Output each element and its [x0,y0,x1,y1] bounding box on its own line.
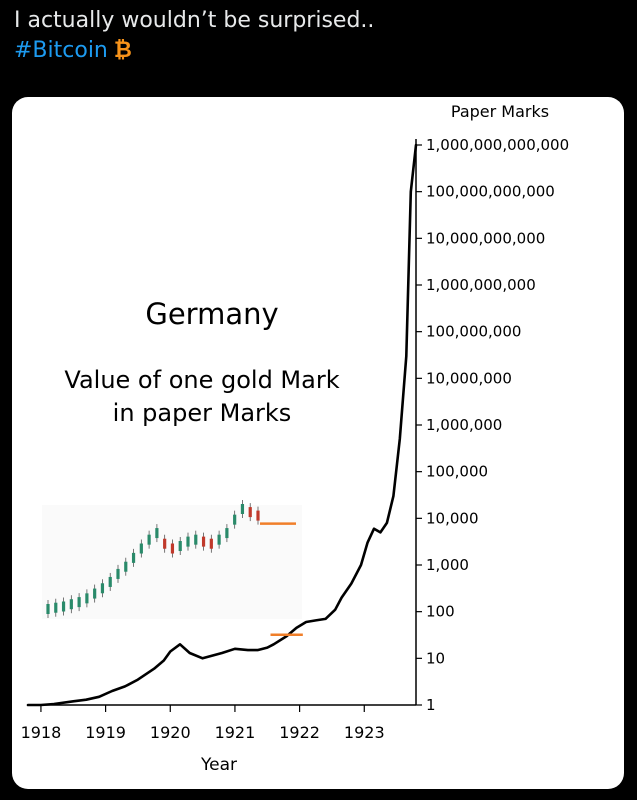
inset-candle [217,534,221,545]
inset-candle [233,514,237,525]
tweet-text: I actually wouldn’t be surprised.. #Bitc… [14,6,374,66]
inset-candle [240,504,245,514]
y-tick-label: 100,000,000 [426,323,521,341]
inset-candle [131,552,136,563]
inset-candle [124,561,128,572]
x-tick-label: 1920 [150,723,191,742]
hashtag-link[interactable]: #Bitcoin [14,38,108,63]
chart-title: Germany [145,297,278,331]
chart-subtitle: Value of one gold Mark in paper Marks [64,366,339,427]
inset-background [42,505,302,619]
y-axis-label: Paper Marks [451,102,549,121]
y-tick-label: 1,000 [426,556,469,574]
inset-candle [170,543,175,554]
series-line [26,143,418,707]
inset-candle [116,568,120,579]
inset-candle [163,538,167,549]
x-tick-label: 1918 [21,723,62,742]
y-tick-label: 100,000 [426,463,488,481]
tweet-line: I actually wouldn’t be surprised.. [14,8,375,33]
inset-candle [100,583,105,594]
inset-candle [256,510,260,521]
inset-candle [201,536,206,547]
x-tick-label: 1919 [85,723,126,742]
chart: 1 10 100 1,000 10,000 100,000 1,000,000 10,000,… [21,102,570,775]
y-tick-label: 1,000,000,000,000 [426,136,569,154]
chart-subtitle-line: Value of one gold Mark [64,366,339,394]
inset-candle [108,576,112,587]
y-tick-label: 10,000,000,000 [426,229,545,247]
inset-candle [225,528,229,539]
image-card[interactable]: 1 10 100 1,000 10,000 100,000 1,000,000 10,000,… [12,97,624,789]
y-tick-label: 100 [426,603,455,621]
x-tick-label: 1921 [215,723,256,742]
bitcoin-icon: ₿ [113,38,132,63]
inset-candle [46,604,50,614]
inset-candle [85,593,89,604]
y-tick-label: 10 [426,649,445,667]
inset-candle [93,588,97,599]
inset-candle [77,597,81,608]
inset-candle [54,602,58,613]
y-tick-label: 1 [426,696,436,714]
inset-candle [69,599,73,610]
inset-candle [248,507,252,518]
x-tick-label: 1922 [279,723,320,742]
inset-candle [61,601,66,612]
inset-candle [194,534,198,545]
y-tick-label: 10,000 [426,509,479,527]
x-axis-label: Year [200,755,237,775]
y-tick-label: 1,000,000 [426,416,502,434]
inset-candle [147,534,151,545]
inset-candle [139,543,143,554]
x-tick-label: 1923 [344,723,385,742]
inset-candle [186,536,190,547]
inset-chart [42,500,302,619]
chart-subtitle-line: in paper Marks [113,399,292,427]
inset-candle [178,541,182,552]
y-tick-label: 1,000,000,000 [426,276,536,294]
inset-candle [209,538,213,549]
y-tick-label: 10,000,000 [426,369,512,387]
inset-candle [155,528,159,539]
y-tick-label: 100,000,000,000 [426,183,555,201]
